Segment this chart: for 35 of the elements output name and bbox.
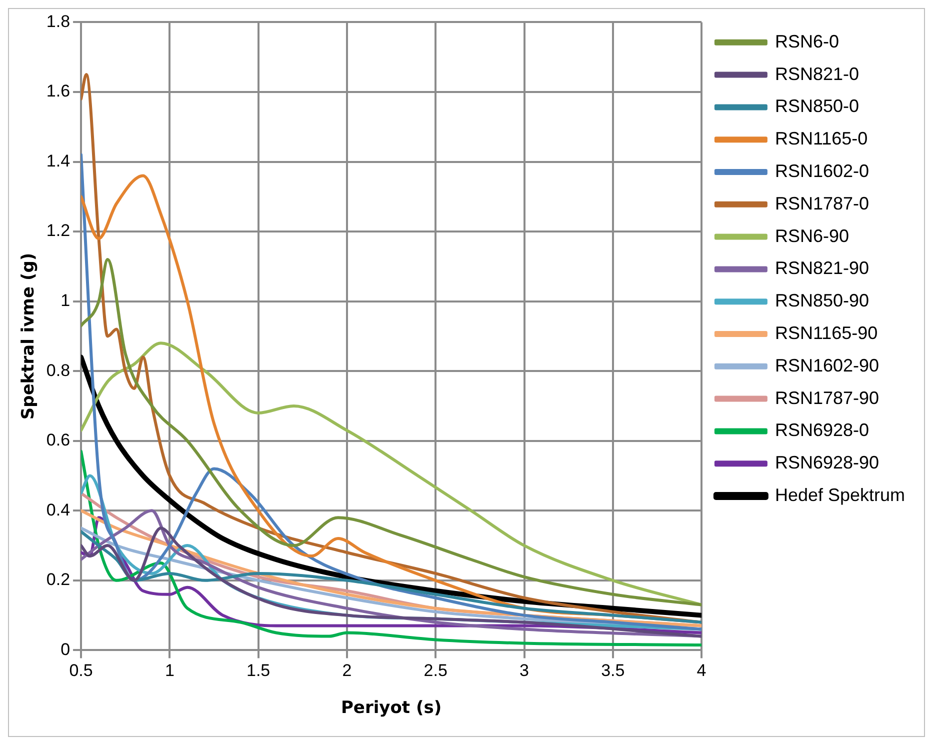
y-tick-label: 1.6 xyxy=(46,82,70,101)
x-tick-label: 3 xyxy=(520,661,529,680)
legend-label: RSN6928-90 xyxy=(774,452,879,473)
legend-label: RSN821-0 xyxy=(774,64,859,84)
y-tick-label: 1.2 xyxy=(46,221,70,240)
y-tick-label: 1.8 xyxy=(46,12,70,31)
legend-label: RSN1165-0 xyxy=(774,128,868,149)
legend-label: RSN6928-0 xyxy=(774,420,869,440)
y-tick-label: 1.4 xyxy=(46,151,70,170)
y-tick-label: 0 xyxy=(60,640,70,659)
x-tick-label: 1.5 xyxy=(246,661,270,680)
y-tick-label: 1 xyxy=(60,291,70,310)
legend-label: RSN850-90 xyxy=(774,290,869,311)
legend-label: RSN1602-0 xyxy=(774,160,869,181)
legend-label: RSN6-90 xyxy=(774,226,849,246)
legend-label: RSN821-90 xyxy=(774,258,869,278)
legend-label: RSN6-0 xyxy=(774,31,839,52)
legend-label: RSN1165-90 xyxy=(774,322,878,343)
y-tick-label: 0.4 xyxy=(46,500,70,520)
x-tick-label: 0.5 xyxy=(69,661,93,680)
x-tick-label: 2.5 xyxy=(424,661,448,680)
legend-label: RSN1787-0 xyxy=(774,193,869,214)
legend-label: RSN1602-90 xyxy=(774,355,879,376)
legend-label: Hedef Spektrum xyxy=(774,484,905,505)
x-tick-label: 2 xyxy=(342,661,352,680)
x-tick-label: 4 xyxy=(696,661,706,680)
y-axis-title: Spektral ivme (g) xyxy=(18,252,39,420)
y-tick-label: 0.2 xyxy=(46,570,70,590)
y-tick-label: 0.6 xyxy=(46,430,70,450)
legend-label: RSN850-0 xyxy=(774,96,859,116)
x-tick-label: 1 xyxy=(164,661,174,680)
x-axis-title: Periyot (s) xyxy=(340,698,442,718)
legend-label: RSN1787-90 xyxy=(774,388,879,408)
y-tick-label: 0.8 xyxy=(46,360,70,380)
x-tick-label: 3.5 xyxy=(601,661,625,680)
